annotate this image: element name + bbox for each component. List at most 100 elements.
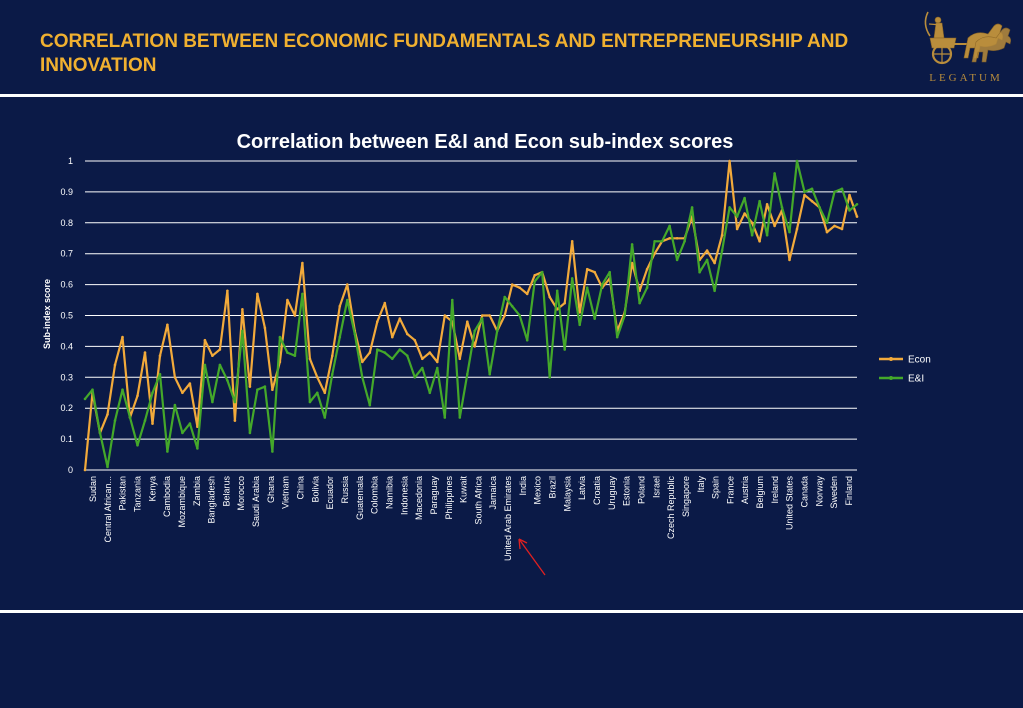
x-tick-label: Cambodia <box>162 476 172 517</box>
data-point <box>211 400 214 404</box>
data-point <box>391 357 394 361</box>
data-point <box>421 357 424 361</box>
data-point <box>713 289 716 293</box>
data-point <box>645 267 649 271</box>
data-point <box>248 385 252 388</box>
data-point <box>548 376 551 379</box>
data-point <box>855 215 859 218</box>
data-point <box>218 363 222 367</box>
x-tick-label: Sudan <box>88 476 98 502</box>
data-point <box>443 416 447 419</box>
data-point <box>563 301 566 305</box>
data-point <box>585 267 589 271</box>
legend-marker <box>889 376 893 380</box>
y-tick-label: 0.4 <box>60 341 73 351</box>
x-tick-label: Malaysia <box>562 476 572 512</box>
x-tick-label: Macedonia <box>414 476 424 520</box>
data-point <box>466 372 469 376</box>
data-point <box>773 172 776 175</box>
y-axis-label: Sub-index score <box>42 279 52 349</box>
data-point <box>406 332 409 336</box>
data-point <box>758 199 761 203</box>
data-point <box>638 301 641 305</box>
x-tick-label: Austria <box>740 476 750 504</box>
data-point <box>233 400 237 404</box>
data-point <box>750 221 754 225</box>
chariot-emblem-icon <box>924 11 1011 65</box>
red-arrow-shaft <box>518 538 546 576</box>
x-tick-label: United States <box>785 476 795 531</box>
data-point <box>413 376 417 379</box>
data-point <box>106 465 109 469</box>
data-point <box>540 270 544 274</box>
x-tick-label: Philippines <box>444 476 454 520</box>
data-point <box>361 376 364 379</box>
data-point <box>855 203 859 206</box>
data-point <box>413 338 417 342</box>
logo-text: LEGATUM <box>929 72 1003 84</box>
x-tick-label: South Africa <box>473 476 483 525</box>
data-point <box>166 450 169 453</box>
data-point <box>368 403 372 407</box>
data-point <box>136 444 139 447</box>
data-point <box>181 431 184 435</box>
data-point <box>166 323 169 327</box>
data-point <box>660 240 664 243</box>
x-tick-label: Tanzania <box>132 476 142 512</box>
x-tick-label: Poland <box>636 476 646 504</box>
x-tick-label: Mexico <box>533 476 543 505</box>
data-point <box>398 348 402 351</box>
data-point <box>488 314 492 317</box>
data-point <box>98 431 102 435</box>
data-point <box>578 311 581 314</box>
x-tick-label: Italy <box>696 476 706 493</box>
slide-title: CORRELATION BETWEEN ECONOMIC FUNDAMENTAL… <box>40 31 849 76</box>
data-point <box>323 416 327 419</box>
data-point <box>151 422 154 425</box>
data-point <box>316 391 319 395</box>
data-point <box>151 391 154 395</box>
x-tick-label: Paraguay <box>429 476 439 515</box>
data-point <box>91 388 94 392</box>
data-point <box>436 366 439 370</box>
data-point <box>346 298 349 302</box>
x-tick-label: Kenya <box>147 476 157 502</box>
data-point <box>301 261 304 265</box>
data-point <box>728 206 731 209</box>
y-tick-label: 0.3 <box>60 372 73 382</box>
series-line <box>84 159 858 468</box>
data-point <box>451 298 454 302</box>
data-point <box>570 277 574 280</box>
x-tick-label: Belgium <box>755 476 765 509</box>
x-tick-label: Ireland <box>770 476 780 504</box>
x-tick-label: Jamaica <box>488 476 498 510</box>
data-point <box>548 295 551 299</box>
data-point <box>466 320 469 323</box>
data-point <box>226 289 229 293</box>
data-point <box>480 314 484 317</box>
annotation <box>518 538 546 576</box>
data-point <box>83 397 87 401</box>
data-point <box>615 335 619 339</box>
x-tick-label: Czech Republic <box>666 476 676 540</box>
y-tick-label: 0 <box>68 465 73 475</box>
y-tick-label: 0.9 <box>60 187 73 197</box>
x-tick-label: Uruguay <box>607 476 617 511</box>
x-tick-label: Kuwait <box>459 476 469 504</box>
data-point <box>653 252 656 255</box>
data-point <box>376 320 379 323</box>
data-point <box>256 388 259 392</box>
data-point <box>286 298 289 302</box>
data-point <box>495 329 499 333</box>
data-point <box>271 388 274 392</box>
x-tick-label: Israel <box>651 476 661 498</box>
data-point <box>323 391 327 395</box>
data-point <box>173 403 177 407</box>
data-point <box>510 283 514 286</box>
data-point <box>248 431 252 435</box>
data-point <box>241 329 244 333</box>
data-point <box>293 314 297 317</box>
data-point <box>308 357 312 361</box>
data-point <box>630 243 634 246</box>
data-point <box>256 292 259 296</box>
